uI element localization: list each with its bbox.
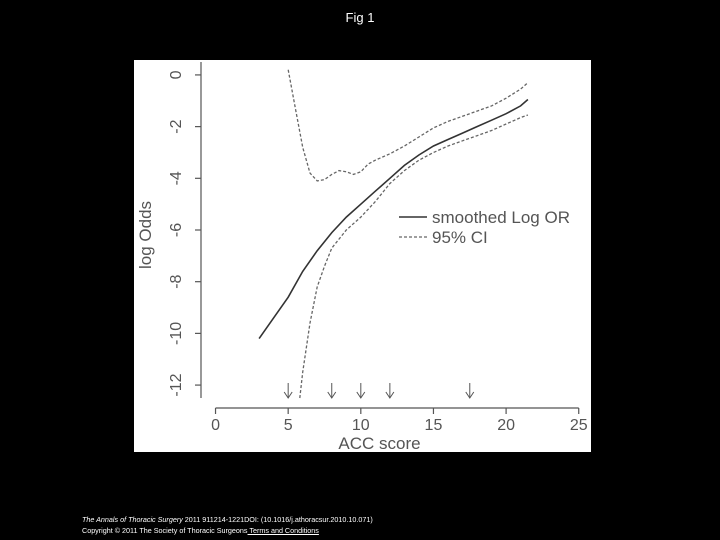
arrow-head: [283, 391, 293, 399]
ci-upper-line: [287, 69, 529, 182]
x-tick-label: 25: [570, 417, 588, 434]
citation: The Annals of Thoracic Surgery 2011 9112…: [82, 514, 373, 536]
terms-link[interactable]: Terms and Conditions: [247, 526, 319, 535]
arrow-head: [465, 391, 475, 399]
arrow-head: [356, 391, 366, 399]
x-tick-label: 20: [497, 417, 515, 434]
y-tick-label: -2: [168, 119, 185, 133]
y-tick-label: -4: [168, 171, 185, 185]
citation-details: 2011 911214-1221DOI: (10.1016/j.athoracs…: [182, 515, 373, 524]
citation-line-2: Copyright © 2011 The Society of Thoracic…: [82, 525, 373, 536]
legend-label-ci: 95% CI: [432, 228, 488, 247]
citation-line-1: The Annals of Thoracic Surgery 2011 9112…: [82, 514, 373, 525]
x-tick-label: 15: [425, 417, 443, 434]
citation-journal: The Annals of Thoracic Surgery: [82, 515, 183, 524]
log-odds-chart: 0 -2 -4 -6 -8 -10 -12 0 5 10 15 20 25 ACC score log Od…: [136, 62, 588, 452]
citation-copyright: Copyright © 2011 The Society of Thoracic…: [82, 526, 248, 535]
y-tick-label: 0: [168, 70, 185, 79]
x-axis-label: ACC score: [338, 434, 420, 452]
figure-panel: 0 -2 -4 -6 -8 -10 -12 0 5 10 15 20 25 ACC score log Od…: [134, 60, 591, 452]
arrow-head: [327, 391, 337, 399]
smoothed-log-or-line: [258, 98, 529, 340]
y-axis-label: log Odds: [136, 201, 155, 269]
x-tick-label: 0: [211, 417, 220, 434]
legend-label-smoothed: smoothed Log OR: [432, 208, 570, 227]
arrow-head: [385, 391, 395, 399]
x-tick-label: 10: [352, 417, 370, 434]
y-tick-label: -8: [168, 274, 185, 288]
ci-lower-line: [299, 114, 529, 399]
y-tick-label: -10: [168, 322, 185, 345]
x-tick-label: 5: [284, 417, 293, 434]
y-tick-label: -12: [168, 373, 185, 396]
y-tick-label: -6: [168, 223, 185, 237]
slide-title: Fig 1: [345, 10, 375, 25]
